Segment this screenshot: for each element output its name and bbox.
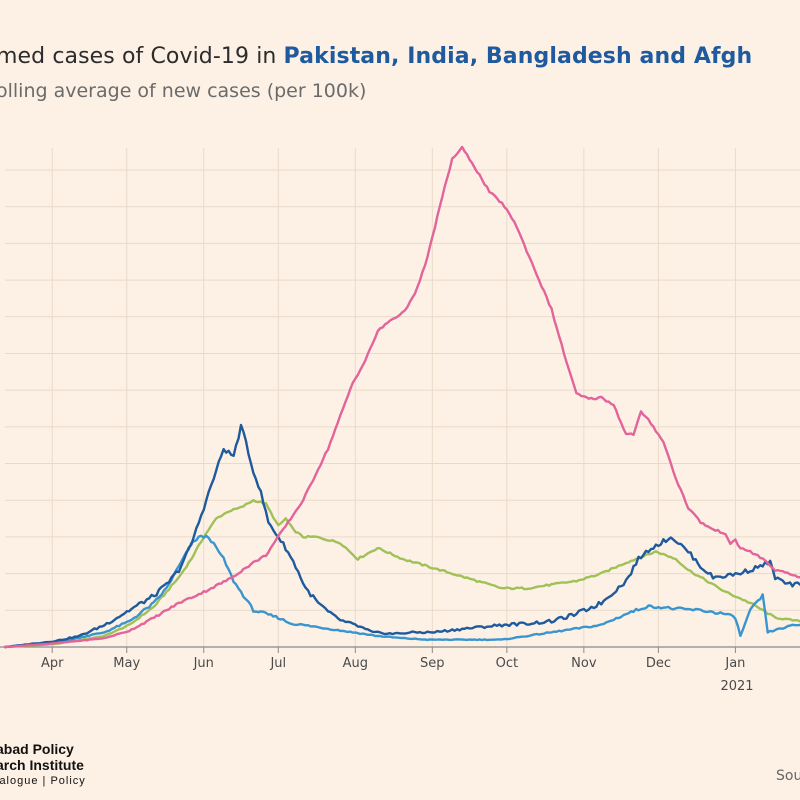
logo-line-3: ialogue | Policy: [0, 775, 86, 787]
series-line-afghanistan: [3, 498, 800, 649]
x-tick-label: Apr: [41, 656, 64, 671]
chart-subtitle: olling average of new cases (per 100k): [0, 80, 367, 102]
source-note: Sou: [776, 768, 800, 784]
x-tick-label: Jun: [193, 656, 214, 671]
series-line-bangladesh: [3, 534, 800, 649]
series-line-pakistan: [3, 423, 800, 649]
logo-line-1: abad Policy: [0, 741, 74, 757]
x-tick-label: Sep: [420, 656, 445, 671]
x-axis: Apr May Jun Jul Aug Sep Oct Nov Dec Jan: [0, 646, 800, 671]
x-tick-label: May: [113, 656, 140, 671]
logo: abad Policy arch Institute ialogue | Pol…: [0, 741, 86, 789]
logo-line-2: arch Institute: [0, 757, 84, 773]
x-tick-label: Jan: [724, 656, 745, 671]
x-tick-label: Aug: [343, 656, 368, 671]
grid-lines: [5, 148, 800, 647]
chart-title: med cases of Covid-19 in Pakistan, India…: [0, 44, 752, 69]
x-tick-label: Jul: [269, 656, 286, 671]
series-lines: [3, 145, 800, 649]
x-tick-label: Dec: [646, 656, 671, 671]
title-plain: med cases of Covid-19 in: [0, 44, 284, 69]
x-tick-label: Oct: [496, 656, 518, 671]
year-label: 2021: [720, 679, 753, 694]
x-tick-label: Nov: [571, 656, 597, 671]
title-countries: Pakistan, India, Bangladesh and Afgh: [283, 44, 753, 69]
series-line-india: [3, 145, 800, 649]
